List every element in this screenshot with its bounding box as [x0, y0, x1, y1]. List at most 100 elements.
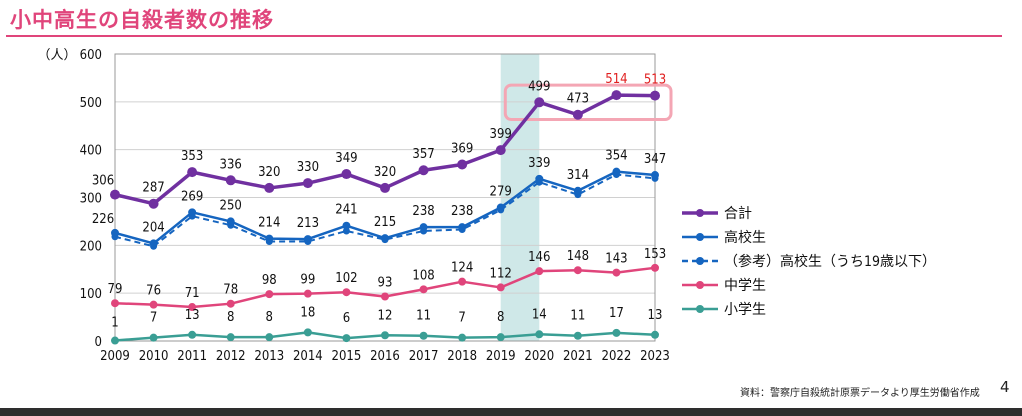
data-point-middle: [303, 289, 312, 298]
data-point-total: [572, 109, 583, 120]
data-point-high: [535, 174, 544, 183]
x-tick-label: 2019: [486, 349, 516, 364]
data-point-middle: [226, 299, 235, 308]
y-tick-label: 500: [80, 96, 102, 111]
data-label-elementary: 14: [532, 307, 547, 322]
data-label-middle: 143: [605, 252, 627, 267]
data-label-high: 269: [181, 189, 203, 204]
data-label-high: 250: [220, 198, 242, 213]
data-point-total: [457, 159, 468, 170]
legend-marker-elementary: [696, 305, 704, 313]
data-label-total: 357: [412, 147, 434, 162]
data-point-elementary: [342, 334, 351, 343]
legend-label-elementary: 小学生: [724, 302, 766, 318]
legend-marker-high: [696, 233, 704, 241]
data-point-elementary: [188, 330, 197, 339]
data-point-total: [225, 175, 236, 186]
data-label-middle: 108: [412, 268, 434, 283]
data-point-high: [188, 208, 197, 217]
data-label-high: 339: [528, 156, 550, 171]
data-label-high: 238: [451, 204, 473, 219]
data-label-elementary: 8: [227, 310, 234, 325]
data-label-total: 499: [528, 79, 550, 94]
data-point-middle: [265, 290, 274, 299]
legend-label-total: 合計: [724, 206, 752, 222]
data-label-high: 213: [297, 216, 319, 231]
data-point-high: [149, 239, 158, 248]
data-point-total: [380, 182, 390, 193]
x-tick-label: 2014: [293, 349, 323, 364]
data-point-middle: [381, 292, 389, 301]
x-tick-label: 2009: [100, 349, 130, 364]
title-divider: [6, 35, 1002, 37]
data-point-total: [495, 145, 506, 156]
data-point-high: [458, 223, 467, 232]
data-point-total: [418, 165, 429, 176]
data-point-total: [611, 90, 622, 101]
data-label-middle: 146: [528, 250, 550, 265]
legend-label-middle: 中学生: [724, 278, 766, 294]
data-label-elementary: 6: [343, 311, 350, 326]
data-label-total: 349: [335, 151, 357, 166]
data-point-total: [534, 97, 545, 108]
x-tick-label: 2012: [216, 349, 246, 364]
data-point-elementary: [612, 328, 621, 337]
data-point-middle: [535, 267, 544, 276]
data-label-high: 226: [92, 212, 114, 227]
data-point-high: [419, 223, 428, 232]
data-label-total: 320: [374, 165, 396, 180]
data-label-total: 513: [644, 73, 666, 88]
data-label-elementary: 11: [416, 309, 431, 324]
data-label-high: 214: [258, 216, 280, 231]
data-label-middle: 112: [490, 266, 512, 281]
data-point-total: [264, 182, 275, 193]
data-point-elementary: [573, 331, 582, 340]
data-point-middle: [111, 299, 119, 308]
data-label-elementary: 8: [266, 310, 273, 325]
legend-marker-total: [696, 209, 704, 217]
page-title: 小中高生の自殺者数の推移: [10, 8, 274, 32]
data-point-high: [111, 228, 119, 237]
data-point-high: [342, 221, 351, 230]
y-tick-label: 0: [95, 335, 102, 350]
x-tick-label: 2011: [177, 349, 207, 364]
data-point-elementary: [458, 333, 467, 342]
data-point-high: [265, 234, 274, 243]
data-point-elementary: [651, 330, 659, 339]
x-tick-label: 2017: [409, 349, 439, 364]
data-label-total: 330: [297, 160, 319, 175]
data-label-elementary: 8: [497, 310, 504, 325]
data-label-high: 347: [644, 152, 666, 167]
x-tick-label: 2013: [254, 349, 284, 364]
x-tick-label: 2021: [563, 349, 593, 364]
data-point-total: [148, 198, 159, 209]
x-tick-label: 2015: [332, 349, 362, 364]
x-tick-label: 2010: [139, 349, 169, 364]
data-label-high: 354: [605, 149, 627, 164]
data-label-total: 306: [92, 174, 114, 189]
data-label-total: 399: [490, 127, 512, 142]
data-point-middle: [188, 303, 197, 312]
legend-label-high: 高校生: [724, 229, 766, 246]
data-label-middle: 93: [378, 276, 393, 291]
data-label-middle: 148: [567, 249, 589, 264]
data-label-elementary: 1: [111, 316, 118, 331]
data-point-elementary: [535, 330, 544, 339]
data-label-middle: 153: [644, 247, 666, 262]
data-label-middle: 79: [108, 282, 123, 297]
legend-label-high19: （参考）高校生（うち19歳以下）: [724, 253, 936, 270]
data-label-elementary: 7: [458, 311, 465, 326]
data-label-total: 514: [605, 72, 627, 87]
data-label-high: 215: [374, 215, 396, 230]
x-tick-label: 2016: [370, 349, 400, 364]
line-chart: 0 100 200 300 400 500 600 （人） 2009 2010 2011 2012 20…: [37, 48, 936, 364]
highlight-box: [503, 83, 673, 122]
data-point-elementary: [303, 328, 312, 337]
y-axis-label: （人）: [37, 48, 76, 63]
data-label-elementary: 13: [185, 308, 200, 323]
data-label-total: 369: [451, 141, 473, 156]
page-number: 4: [1000, 378, 1010, 396]
data-point-high: [226, 217, 235, 226]
x-tick-label: 2018: [447, 349, 477, 364]
y-tick-label: 400: [80, 144, 102, 159]
